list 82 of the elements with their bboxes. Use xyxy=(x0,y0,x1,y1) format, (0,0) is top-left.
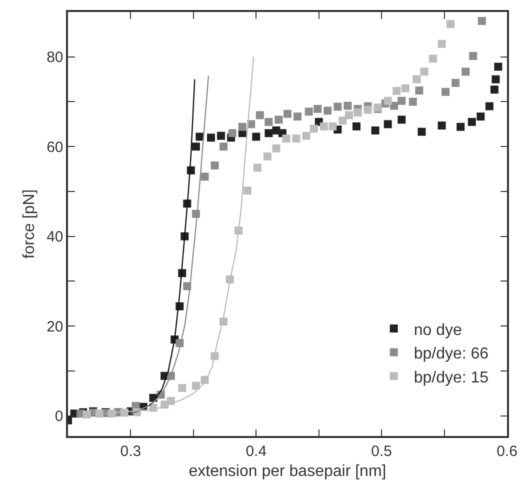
x-tick-label: 0.4 xyxy=(246,442,267,460)
point xyxy=(456,122,465,131)
point xyxy=(352,122,360,130)
point xyxy=(217,132,226,140)
point xyxy=(282,134,290,143)
point xyxy=(302,132,310,140)
point xyxy=(354,108,362,116)
point xyxy=(220,142,228,151)
point xyxy=(398,116,406,124)
y-tick-label: 20 xyxy=(46,318,64,336)
point xyxy=(344,102,352,110)
point xyxy=(292,134,300,143)
point xyxy=(272,144,280,152)
point xyxy=(452,78,460,87)
point xyxy=(294,112,302,121)
point xyxy=(469,52,478,60)
point xyxy=(310,124,318,133)
point xyxy=(274,116,283,124)
point xyxy=(344,111,353,120)
point xyxy=(192,142,200,151)
y-tick-label: 60 xyxy=(46,138,64,156)
point xyxy=(412,75,421,84)
point xyxy=(478,16,486,25)
point xyxy=(364,106,372,114)
y-tick-label: 0 xyxy=(54,408,64,426)
point xyxy=(438,122,446,130)
point xyxy=(408,98,417,106)
point xyxy=(263,152,272,160)
point xyxy=(314,104,322,113)
point xyxy=(468,118,476,126)
point xyxy=(418,128,426,136)
point xyxy=(338,116,347,125)
point xyxy=(178,384,186,392)
point xyxy=(192,382,200,390)
point xyxy=(206,134,215,142)
point xyxy=(328,122,337,130)
point xyxy=(494,62,502,71)
point xyxy=(238,122,246,131)
point xyxy=(82,410,91,418)
point xyxy=(264,129,273,138)
point xyxy=(252,132,260,141)
point xyxy=(442,88,450,96)
point xyxy=(284,110,292,118)
point xyxy=(392,86,401,95)
point xyxy=(415,86,424,95)
point xyxy=(253,164,262,172)
legend-label: no dye xyxy=(414,322,462,339)
point xyxy=(210,161,219,170)
point xyxy=(371,126,380,134)
x-axis-title: extension per basepair [nm] xyxy=(188,462,386,480)
point xyxy=(429,54,437,63)
point xyxy=(446,20,455,28)
point xyxy=(196,132,204,141)
point xyxy=(462,68,470,76)
legend-label: bp/dye: 66 xyxy=(414,346,489,363)
point xyxy=(324,106,332,115)
point xyxy=(95,410,104,418)
point xyxy=(243,186,252,195)
point xyxy=(256,111,264,120)
point xyxy=(228,129,236,138)
point xyxy=(476,112,485,121)
point xyxy=(304,108,313,116)
point xyxy=(200,172,209,181)
point xyxy=(398,96,406,105)
point xyxy=(320,122,328,130)
x-tick-label: 0.3 xyxy=(120,442,142,460)
y-axis-title: force [pN] xyxy=(20,189,38,259)
point xyxy=(384,96,392,105)
point xyxy=(485,102,494,110)
point xyxy=(420,68,428,76)
point xyxy=(384,120,392,128)
point xyxy=(401,84,410,92)
point xyxy=(438,40,446,48)
y-tick-label: 80 xyxy=(46,49,64,66)
point xyxy=(264,118,273,126)
legend-label: bp/dye: 15 xyxy=(414,369,489,386)
x-tick-label: 0.5 xyxy=(371,442,392,460)
point xyxy=(490,86,498,94)
x-tick-label: 0.6 xyxy=(496,442,518,460)
point xyxy=(334,102,342,111)
point xyxy=(492,75,500,84)
y-tick-label: 40 xyxy=(46,228,64,246)
